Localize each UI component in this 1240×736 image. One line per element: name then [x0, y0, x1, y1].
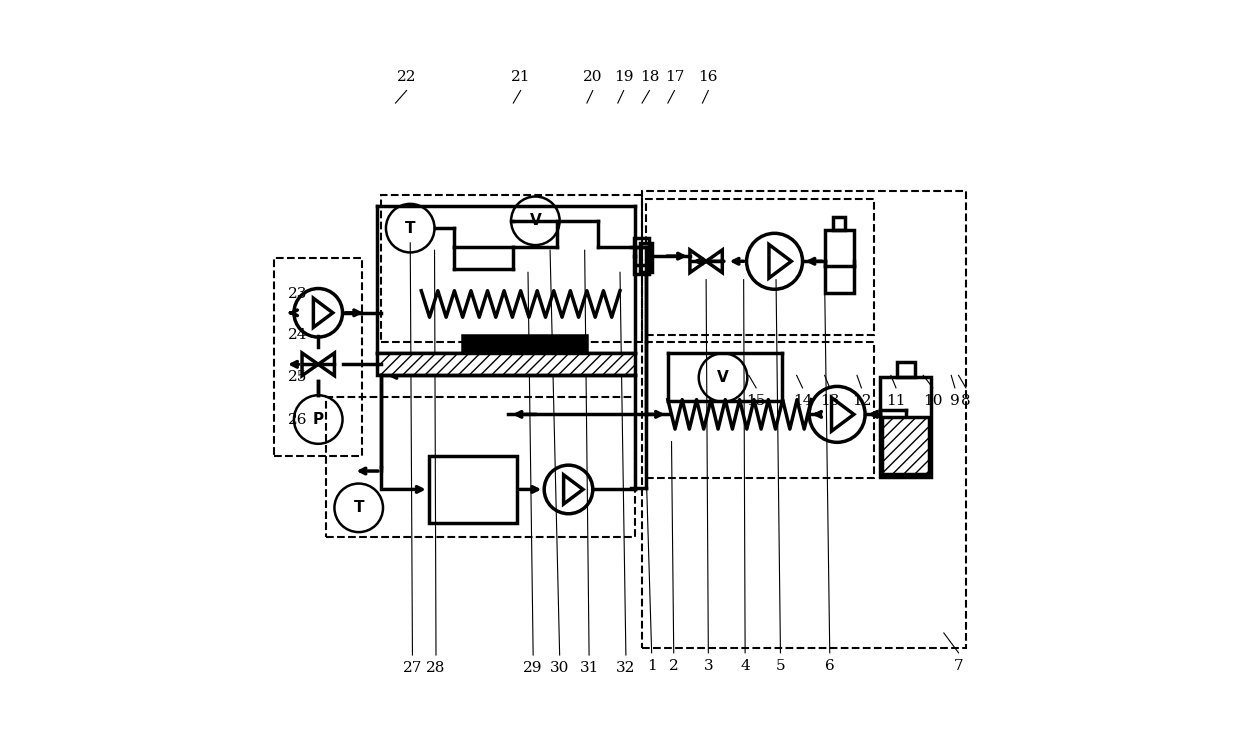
Text: 8: 8: [961, 394, 971, 408]
Text: 18: 18: [640, 70, 660, 85]
Text: 2: 2: [668, 659, 678, 673]
Bar: [377, 353, 635, 375]
Bar: [461, 335, 587, 353]
Text: 1: 1: [647, 659, 656, 673]
Text: 26: 26: [288, 412, 308, 427]
Text: 24: 24: [288, 328, 308, 342]
Text: 28: 28: [427, 661, 445, 676]
Text: 29: 29: [523, 661, 543, 676]
Text: P: P: [312, 412, 324, 427]
Text: 23: 23: [288, 287, 308, 302]
Text: 21: 21: [511, 70, 531, 85]
Bar: [882, 417, 929, 475]
Text: 30: 30: [551, 661, 569, 676]
Text: 12: 12: [852, 394, 872, 408]
Bar: [429, 456, 517, 523]
Bar: [825, 230, 854, 292]
Text: 5: 5: [776, 659, 785, 673]
Text: 10: 10: [923, 394, 942, 408]
Text: 27: 27: [403, 661, 422, 676]
Text: 22: 22: [397, 70, 417, 85]
Text: 19: 19: [614, 70, 634, 85]
Bar: [833, 218, 846, 230]
Bar: [634, 238, 649, 274]
Bar: [897, 362, 915, 377]
Text: T: T: [353, 500, 365, 515]
Text: V: V: [717, 370, 729, 385]
Text: 15: 15: [746, 394, 766, 408]
Text: T: T: [405, 221, 415, 236]
Text: 14: 14: [792, 394, 812, 408]
Text: 20: 20: [583, 70, 603, 85]
Text: 16: 16: [698, 70, 718, 85]
Text: V: V: [529, 213, 541, 228]
Text: 32: 32: [616, 661, 636, 676]
Text: 6: 6: [825, 659, 835, 673]
Text: 17: 17: [665, 70, 684, 85]
Bar: [640, 243, 652, 272]
Text: 3: 3: [703, 659, 713, 673]
Text: 4: 4: [740, 659, 750, 673]
Text: 11: 11: [887, 394, 905, 408]
Bar: [880, 377, 931, 477]
Text: 9: 9: [950, 394, 960, 408]
Text: 7: 7: [954, 659, 963, 673]
Text: 13: 13: [820, 394, 839, 408]
Text: 25: 25: [288, 369, 308, 384]
Text: 31: 31: [579, 661, 599, 676]
